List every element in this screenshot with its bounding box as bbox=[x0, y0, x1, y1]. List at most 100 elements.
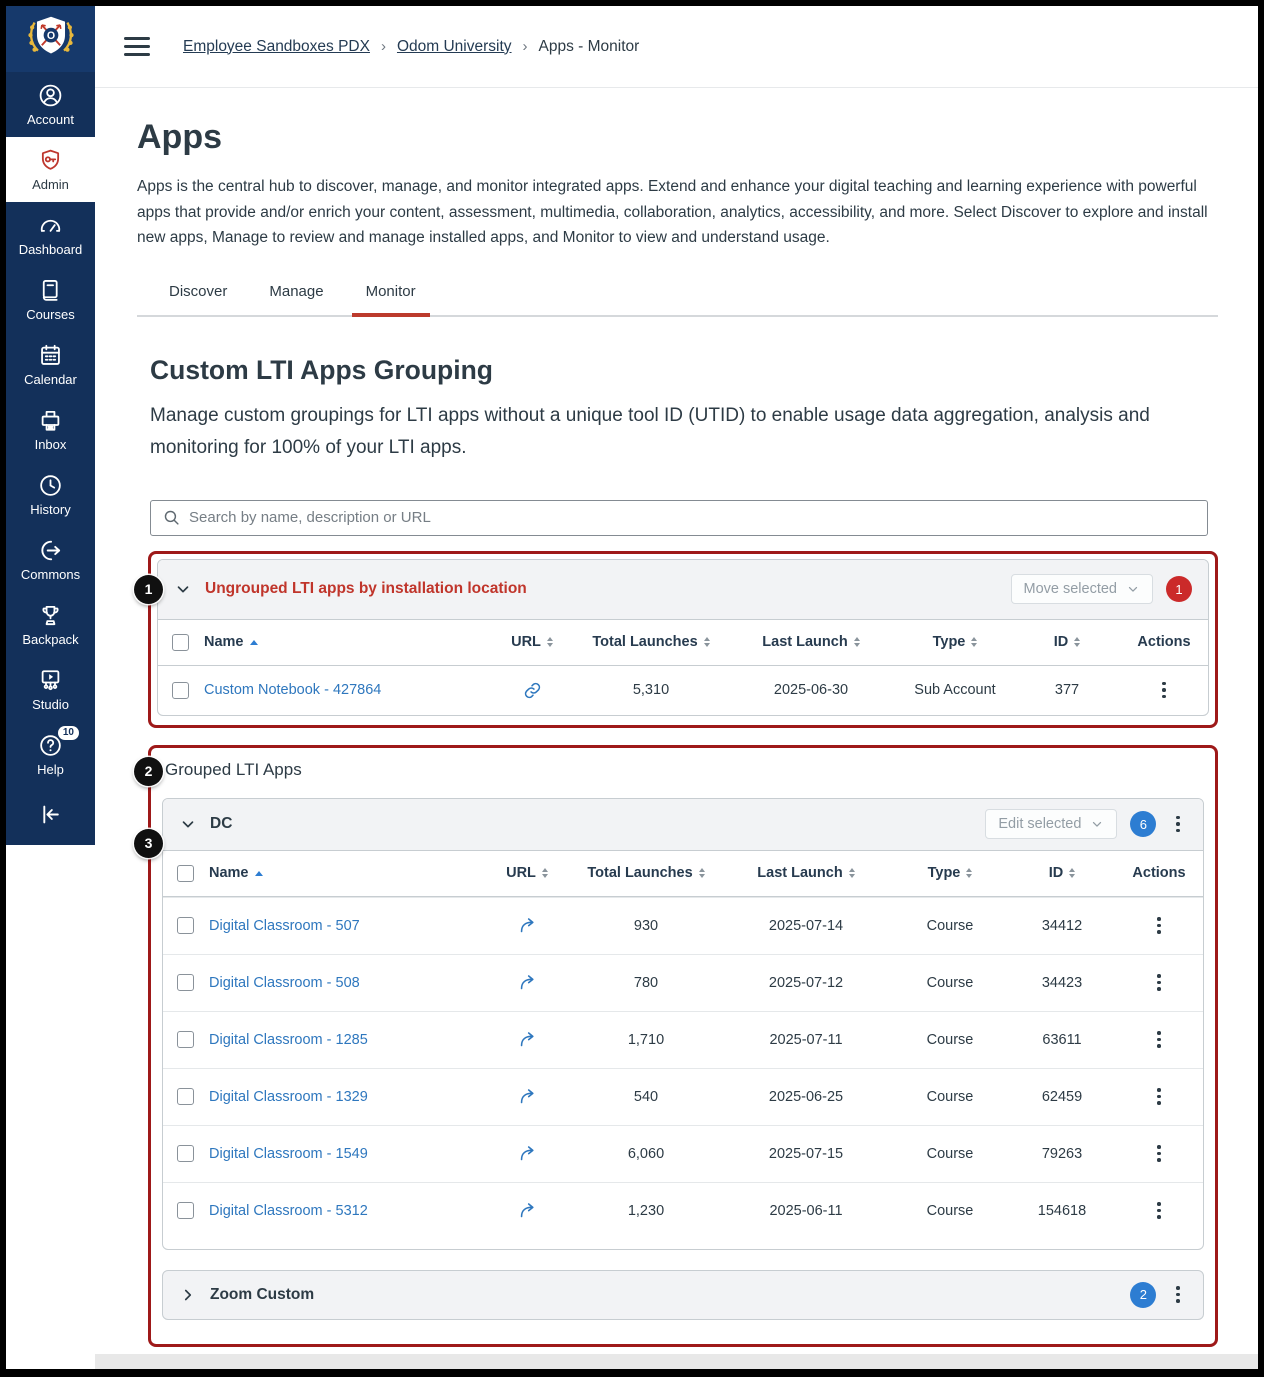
app-name-link[interactable]: Digital Classroom - 508 bbox=[209, 974, 360, 991]
app-window: O Account Admin bbox=[6, 6, 1258, 1369]
top-bar: Employee Sandboxes PDX › Odom University… bbox=[95, 6, 1258, 88]
column-header-name[interactable]: Name bbox=[204, 634, 488, 650]
row-actions-kebab-icon[interactable] bbox=[1155, 677, 1173, 704]
breadcrumb: Employee Sandboxes PDX › Odom University… bbox=[183, 38, 639, 56]
row-checkbox[interactable] bbox=[172, 681, 189, 699]
sidebar-item-backpack[interactable]: Backpack bbox=[6, 592, 95, 657]
tab-manage[interactable]: Manage bbox=[269, 282, 324, 300]
zoom-custom-kebab-icon[interactable] bbox=[1169, 1281, 1187, 1308]
row-checkbox[interactable] bbox=[177, 1088, 194, 1105]
column-header-name[interactable]: Name bbox=[209, 865, 483, 881]
step-1-badge: 1 bbox=[134, 574, 163, 604]
move-selected-button[interactable]: Move selected bbox=[1010, 574, 1153, 604]
dc-count-badge: 6 bbox=[1130, 811, 1157, 837]
column-header-last-launch[interactable]: Last Launch bbox=[726, 634, 896, 650]
app-name-link[interactable]: Custom Notebook - 427864 bbox=[204, 682, 382, 698]
app-name-link[interactable]: Digital Classroom - 1549 bbox=[209, 1145, 368, 1162]
row-checkbox[interactable] bbox=[177, 1145, 194, 1162]
row-checkbox[interactable] bbox=[177, 917, 194, 934]
launches-cell: 1,710 bbox=[627, 1031, 665, 1048]
sidebar-item-account[interactable]: Account bbox=[6, 72, 95, 137]
sidebar-item-commons[interactable]: Commons bbox=[6, 527, 95, 592]
select-all-checkbox[interactable] bbox=[177, 864, 194, 882]
row-actions-kebab-icon[interactable] bbox=[1150, 1140, 1168, 1167]
section-heading: Custom LTI Apps Grouping bbox=[150, 354, 493, 385]
sidebar-item-inbox[interactable]: Inbox bbox=[6, 397, 95, 462]
column-header-url[interactable]: URL bbox=[488, 634, 576, 650]
breadcrumb-link-account[interactable]: Odom University bbox=[396, 37, 512, 55]
help-count-badge: 10 bbox=[57, 726, 79, 740]
column-header-id[interactable]: ID bbox=[1009, 865, 1115, 881]
row-actions-kebab-icon[interactable] bbox=[1150, 1026, 1168, 1053]
ungrouped-count-badge: 1 bbox=[1166, 576, 1192, 602]
sort-icon bbox=[1069, 867, 1076, 879]
breadcrumb-link-root[interactable]: Employee Sandboxes PDX bbox=[183, 37, 370, 55]
chevron-down-icon[interactable] bbox=[174, 580, 192, 598]
sort-ascending-icon bbox=[249, 639, 258, 645]
tab-discover[interactable]: Discover bbox=[169, 282, 228, 300]
column-header-url[interactable]: URL bbox=[483, 865, 571, 881]
account-icon bbox=[6, 81, 95, 109]
sidebar-item-label: Inbox bbox=[34, 437, 67, 452]
dashboard-icon bbox=[6, 211, 95, 239]
sidebar-item-history[interactable]: History bbox=[6, 462, 95, 527]
chevron-down-icon[interactable] bbox=[179, 815, 197, 833]
dc-group-kebab-icon[interactable] bbox=[1169, 811, 1187, 838]
launch-arrow-icon[interactable] bbox=[518, 1030, 537, 1049]
app-name-link[interactable]: Digital Classroom - 1285 bbox=[209, 1031, 368, 1048]
launch-arrow-icon[interactable] bbox=[518, 1201, 537, 1220]
page-bottom-band bbox=[95, 1354, 1258, 1369]
row-actions-kebab-icon[interactable] bbox=[1150, 1083, 1168, 1110]
sidebar-item-dashboard[interactable]: Dashboard bbox=[6, 202, 95, 267]
sidebar-item-calendar[interactable]: Calendar bbox=[6, 332, 95, 397]
sidebar-item-help[interactable]: 10 Help bbox=[6, 722, 95, 787]
launch-arrow-icon[interactable] bbox=[518, 1087, 537, 1106]
column-header-id[interactable]: ID bbox=[1014, 634, 1120, 650]
app-name-link[interactable]: Digital Classroom - 1329 bbox=[209, 1088, 368, 1105]
edit-selected-button[interactable]: Edit selected bbox=[985, 809, 1118, 839]
tab-monitor[interactable]: Monitor bbox=[351, 283, 430, 317]
search-input[interactable] bbox=[189, 509, 1195, 526]
row-checkbox[interactable] bbox=[177, 1031, 194, 1048]
select-all-checkbox[interactable] bbox=[172, 633, 189, 651]
type-cell: Course bbox=[926, 1145, 974, 1162]
chevron-right-icon[interactable] bbox=[179, 1286, 197, 1304]
school-logo[interactable]: O bbox=[6, 6, 95, 72]
last-launch-cell: 2025-07-14 bbox=[768, 917, 844, 934]
app-name-link[interactable]: Digital Classroom - 507 bbox=[209, 917, 360, 934]
row-checkbox[interactable] bbox=[177, 974, 194, 991]
id-cell: 34423 bbox=[1041, 974, 1083, 991]
column-header-actions: Actions bbox=[1137, 634, 1191, 650]
row-actions-kebab-icon[interactable] bbox=[1150, 912, 1168, 939]
row-actions-kebab-icon[interactable] bbox=[1150, 969, 1168, 996]
studio-monitor-icon bbox=[6, 666, 95, 694]
collapse-sidebar-button[interactable] bbox=[6, 789, 95, 845]
link-icon[interactable] bbox=[523, 681, 542, 700]
row-actions-kebab-icon[interactable] bbox=[1150, 1197, 1168, 1224]
table-row: Digital Classroom - 5312 1,230 2025-06-1… bbox=[163, 1181, 1203, 1239]
sidebar-item-studio[interactable]: Studio bbox=[6, 657, 95, 722]
global-navigation: O Account Admin bbox=[6, 6, 95, 845]
sidebar-item-admin[interactable]: Admin bbox=[6, 137, 95, 202]
id-cell: 63611 bbox=[1042, 1031, 1082, 1048]
column-header-type[interactable]: Type bbox=[896, 634, 1014, 650]
last-launch-cell: 2025-07-11 bbox=[769, 1031, 843, 1048]
hamburger-menu-icon[interactable] bbox=[118, 31, 156, 62]
id-cell: 62459 bbox=[1041, 1088, 1083, 1105]
column-header-launches[interactable]: Total Launches bbox=[576, 634, 726, 650]
trophy-icon bbox=[6, 601, 95, 629]
launch-arrow-icon[interactable] bbox=[518, 973, 537, 992]
column-header-last-launch[interactable]: Last Launch bbox=[721, 865, 891, 881]
column-header-launches[interactable]: Total Launches bbox=[571, 865, 721, 881]
page-title: Apps bbox=[137, 118, 222, 156]
column-header-type[interactable]: Type bbox=[891, 865, 1009, 881]
launch-arrow-icon[interactable] bbox=[518, 916, 537, 935]
sidebar-item-label: Studio bbox=[32, 697, 69, 712]
launch-arrow-icon[interactable] bbox=[518, 1144, 537, 1163]
launches-cell: 780 bbox=[633, 974, 659, 991]
sidebar-item-label: Courses bbox=[26, 307, 75, 322]
commons-share-icon bbox=[6, 536, 95, 564]
row-checkbox[interactable] bbox=[177, 1202, 194, 1219]
app-name-link[interactable]: Digital Classroom - 5312 bbox=[209, 1202, 368, 1219]
sidebar-item-courses[interactable]: Courses bbox=[6, 267, 95, 332]
